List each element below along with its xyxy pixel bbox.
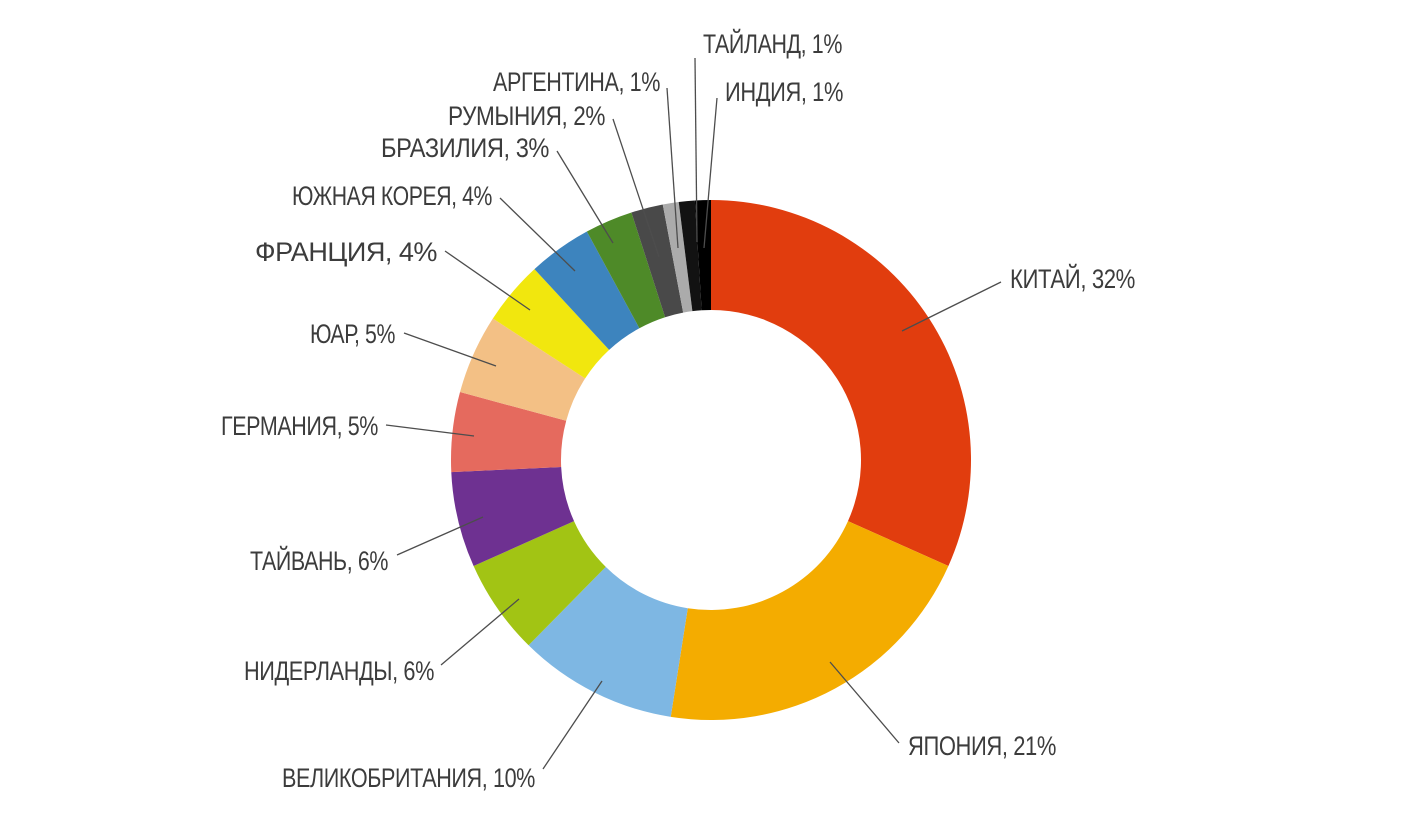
slice-label-south-korea: ЮЖНАЯ КОРЕЯ, 4% <box>292 181 492 211</box>
slice-label-netherlands: НИДЕРЛАНДЫ, 6% <box>244 656 434 686</box>
slice-label-argentina: АРГЕНТИНА, 1% <box>493 67 660 97</box>
pie-slice-brazil <box>586 212 666 329</box>
pie-slice-united-kingdom <box>528 566 688 717</box>
pie-slice-india <box>694 200 711 311</box>
slice-label-germany: ГЕРМАНИЯ, 5% <box>221 411 378 441</box>
slice-label-japan: ЯПОНИЯ, 21% <box>908 731 1056 761</box>
pie-slice-thailand <box>678 200 702 312</box>
leader-line-romania <box>612 118 660 258</box>
slice-labels: КИТАЙ, 32% ЯПОНИЯ, 21% ВЕЛИКОБРИТАНИЯ, 10%… <box>221 28 1136 793</box>
pie-slice-argentina <box>662 202 693 313</box>
leader-line-united-kingdom <box>542 680 603 770</box>
slice-label-france: ФРАНЦИЯ, 4% <box>255 237 437 267</box>
leader-line-brazil <box>556 150 614 244</box>
leader-line-japan <box>829 661 900 744</box>
pie-slice-south-africa <box>460 318 586 421</box>
leader-line-south-africa <box>403 332 497 367</box>
leader-line-china <box>901 281 1002 332</box>
leader-lines <box>385 57 1002 770</box>
leader-line-netherlands <box>440 598 520 666</box>
pie-slice-france <box>492 269 610 379</box>
pie-slice-romania <box>631 204 684 318</box>
leader-line-india <box>703 97 718 249</box>
leader-line-thailand <box>694 57 698 243</box>
slice-label-thailand: ТАЙЛАНД, 1% <box>703 28 842 59</box>
leader-line-taiwan <box>396 516 484 556</box>
slice-label-china: КИТАЙ, 32% <box>1010 263 1135 294</box>
pie-slice-germany <box>450 392 567 473</box>
pie-slice-south-korea <box>534 231 640 350</box>
pie-slice-china <box>711 200 971 566</box>
pie-slices <box>450 200 971 720</box>
slice-label-brazil: БРАЗИЛИЯ, 3% <box>381 133 549 163</box>
slice-label-south-africa: ЮАР, 5% <box>310 319 395 349</box>
slice-label-romania: РУМЫНИЯ, 2% <box>448 101 605 131</box>
pie-slice-netherlands <box>473 521 606 646</box>
slice-label-taiwan: ТАЙВАНЬ, 6% <box>250 545 388 576</box>
leader-line-south-korea <box>499 197 576 272</box>
slice-label-india: ИНДИЯ, 1% <box>725 77 843 107</box>
pie-slice-taiwan <box>451 467 575 566</box>
leader-line-argentina <box>666 87 679 249</box>
slice-label-united-kingdom: ВЕЛИКОБРИТАНИЯ, 10% <box>282 763 535 793</box>
pie-slice-japan <box>670 521 949 720</box>
leader-line-france <box>444 250 531 311</box>
leader-line-germany <box>385 424 475 437</box>
